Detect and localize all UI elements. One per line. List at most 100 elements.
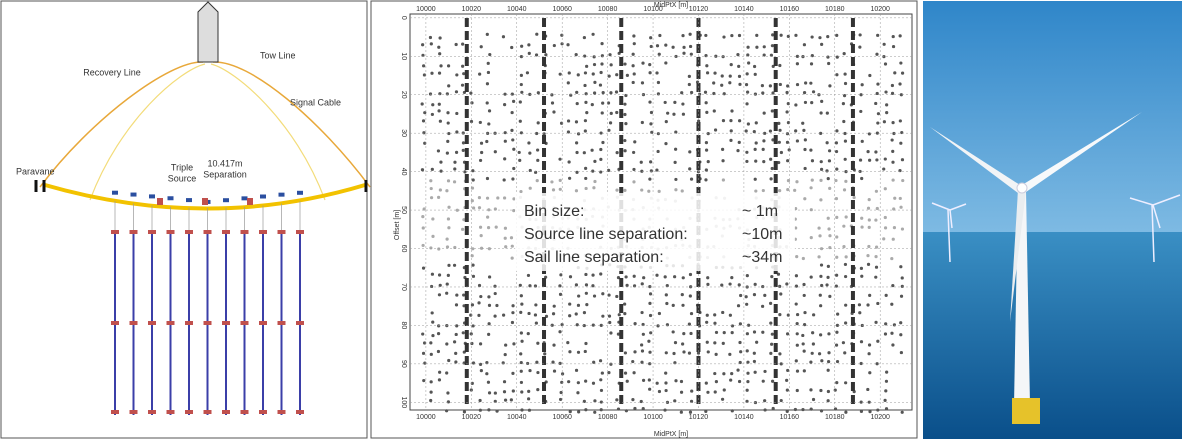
coverage-dot [884,322,888,326]
coverage-dot [842,93,847,98]
coverage-dot [876,408,880,412]
coverage-dot [477,301,481,305]
coverage-dot [431,234,435,238]
coverage-dot [843,81,848,86]
coverage-dot [633,350,637,354]
coverage-dot [836,312,840,316]
coverage-dot [785,378,789,382]
coverage-dot [584,408,588,412]
coverage-dot [688,167,692,171]
bird [203,321,212,325]
coverage-dot [785,282,789,286]
coverage-dot [795,62,799,66]
coverage-dot [844,303,848,307]
coverage-dot [728,313,732,317]
x-tick-label: 10100 [643,414,663,421]
coverage-dot [455,293,459,297]
coverage-dot [819,131,823,135]
coverage-dot [640,188,644,192]
coverage-dot [712,81,716,85]
coverage-dot [860,83,864,87]
coverage-dot [738,82,742,86]
coverage-dot [722,331,726,335]
coverage-dot [558,72,562,76]
coverage-dot [445,151,449,155]
coverage-dot [600,42,604,46]
bird [296,321,304,325]
coverage-dot [860,176,864,181]
coverage-dot [642,276,646,280]
coverage-dot [835,255,839,259]
coverage-dot [672,112,676,116]
coverage-dot [609,331,613,335]
coverage-dot [599,323,603,328]
coverage-dot [429,380,433,384]
coverage-dot [819,274,823,278]
coverage-dot [875,362,879,366]
inner-line [210,63,326,201]
coverage-dot [761,304,765,308]
coverage-dot [892,323,897,327]
coverage-dot [779,362,783,366]
coverage-dot [785,140,790,144]
coverage-dot [567,380,571,384]
coverage-dot [753,72,757,76]
coverage-dot [874,320,878,324]
coverage-dot [730,409,734,413]
coverage-dot [858,33,862,37]
coverage-dot [762,111,766,115]
coverage-dot [617,313,621,317]
coverage-dot [810,159,815,163]
coverage-dot [803,197,807,201]
coverage-dot [867,198,871,202]
coverage-dot [583,349,587,354]
coverage-dot [592,186,596,190]
coverage-dot [721,178,725,182]
coverage-dot [746,360,750,364]
coverage-dot [599,272,603,276]
coverage-dot [495,409,499,413]
coverage-dot [560,380,564,384]
y-tick-label: 90 [400,360,407,368]
coverage-dot [511,177,515,181]
coverage-dot [827,332,831,336]
coverage-dot [430,272,435,276]
coverage-dot [714,380,718,384]
annotation-text: ~34m [742,249,782,266]
coverage-dot [688,294,692,298]
coverage-dot [437,195,441,199]
coverage-dot [842,224,846,228]
coverage-dot [672,351,676,356]
coverage-dot [664,388,668,393]
coverage-dot [866,387,870,392]
vessel [197,1,219,63]
coverage-dot [753,400,758,405]
coverage-dot [761,379,765,383]
coverage-dot [479,294,483,299]
coverage-dot [430,311,434,315]
coverage-dot [460,83,465,87]
bird [277,410,286,414]
coverage-dot [843,139,848,143]
coverage-dot [534,303,538,307]
coverage-dot [574,283,579,287]
coverage-dot [624,409,629,413]
coverage-dot [810,101,814,105]
coverage-dot [818,36,822,40]
coverage-dot [649,160,653,164]
coverage-dot [519,310,523,315]
coverage-dot [648,301,652,305]
coverage-dot [454,351,458,355]
coverage-dot [512,197,516,201]
coverage-dot [900,276,904,280]
coverage-dot [688,44,693,49]
coverage-dot [601,140,605,145]
coverage-dot [900,71,905,75]
coverage-dot [809,275,813,279]
coverage-dot [753,147,757,152]
coverage-dot [778,63,782,68]
coverage-dot [520,302,524,306]
coverage-dot [706,132,710,136]
coverage-dot [673,399,677,403]
coverage-dot [649,44,653,49]
